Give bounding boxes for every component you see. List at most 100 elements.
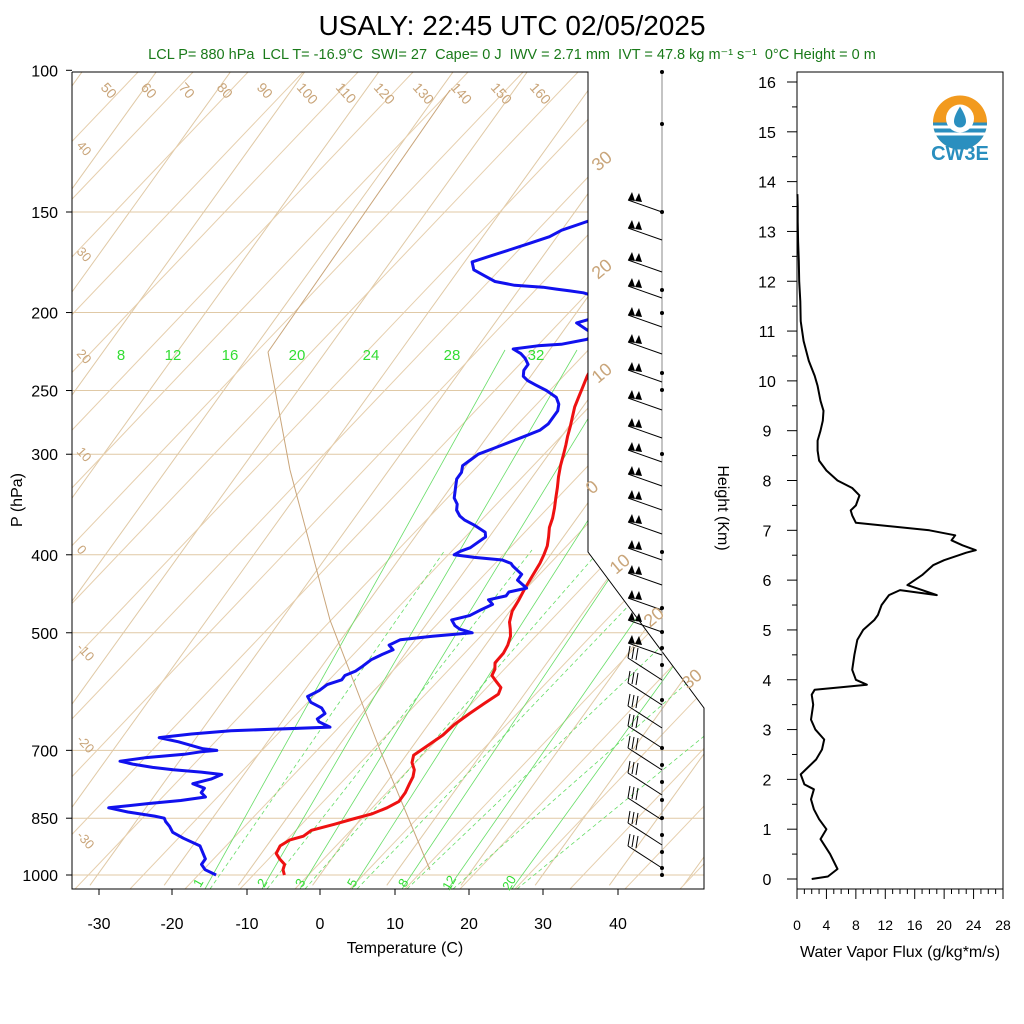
wind-barb-feather [635, 672, 639, 686]
height-tick-label: 2 [763, 772, 772, 789]
wind-barb-pennant [635, 541, 642, 550]
wind-barb-shaft [627, 797, 663, 821]
wind-barb [627, 278, 663, 299]
isotherm-label: 10 [74, 444, 95, 465]
wind-barb-pennant [635, 591, 642, 600]
flux-x-tick-label: 12 [877, 917, 893, 933]
wind-barb [627, 334, 663, 355]
wind-barb-pennant [628, 590, 635, 599]
moist-adiabat-line [516, 549, 704, 889]
wind-barb-shaft [627, 747, 663, 771]
wind-barb-shaft [627, 285, 663, 299]
wind-barb-feather [631, 761, 635, 775]
wind-barb-shaft [627, 369, 663, 383]
wind-barb-feather [635, 715, 639, 729]
y-tick-label: 700 [31, 743, 58, 760]
height-tick-label: 5 [763, 623, 772, 640]
wind-barb-feather [627, 645, 631, 659]
wind-level-dot [660, 288, 664, 292]
wind-barb-pennant [628, 612, 635, 621]
wind-barb [627, 833, 663, 869]
wind-barb [627, 514, 663, 535]
parcel-upper-line [267, 89, 451, 353]
parcel-path-line [267, 351, 431, 871]
isotherm-label: 50 [98, 79, 120, 101]
wind-barb-pennant [628, 362, 635, 371]
wind-barb [627, 810, 663, 846]
x-tick-label: 10 [386, 916, 404, 933]
mixing-ratio-line [447, 349, 704, 889]
height-tick-label: 10 [758, 374, 776, 391]
wind-barb-feather [627, 670, 631, 684]
mixing-ratio-line [299, 349, 631, 889]
x-tick-label: -10 [235, 916, 258, 933]
isotherm-line [72, 72, 529, 886]
x-tick-label: -20 [160, 916, 183, 933]
dry-adiabat-line [72, 72, 704, 889]
isotherm-line [683, 72, 704, 886]
wind-barb-pennant [635, 636, 642, 645]
isotherm-label: 130 [410, 79, 438, 107]
wind-barb [627, 490, 663, 511]
flux-x-tick-label: 28 [995, 917, 1011, 933]
x-tick-label: 40 [609, 916, 627, 933]
isotherm-label: 110 [333, 79, 360, 106]
y-tick-label: 850 [31, 811, 58, 828]
wind-barb [627, 565, 663, 586]
wind-barb [627, 362, 663, 383]
height-tick-label: 11 [759, 324, 776, 341]
dry-adiabat-line [72, 72, 704, 889]
wind-barb-pennant [628, 418, 635, 427]
wind-barb-pennant [635, 221, 642, 230]
wind-barb-pennant [628, 252, 635, 261]
water-vapor-flux-line [796, 194, 977, 880]
isotherm-label: 40 [74, 138, 95, 159]
wind-barb-feather [631, 714, 635, 728]
wind-barb-feather [627, 735, 631, 749]
adiabat-label: 20 [588, 255, 616, 283]
isotherm-line [72, 72, 603, 886]
mixing-ratio-line [261, 349, 578, 889]
wind-level-dot [660, 122, 664, 126]
height-tick-label: 1 [763, 822, 772, 839]
mixing-ratio-label: 16 [222, 347, 239, 364]
wind-barb-shaft [627, 642, 663, 656]
wind-barb [627, 670, 663, 706]
wind-barb [627, 466, 663, 487]
wind-barb-feather [631, 646, 635, 660]
isotherm-label: 80 [214, 79, 236, 101]
wind-barb-shaft [627, 822, 663, 846]
height-tick-label: 16 [758, 75, 776, 92]
wind-barb-pennant [635, 613, 642, 622]
isotherm-line [534, 72, 704, 886]
wind-barb [627, 693, 663, 729]
wind-barb-pennant [628, 220, 635, 229]
wind-level-dot [660, 452, 664, 456]
dry-adiabat-line [184, 72, 704, 889]
isotherm-label: 60 [138, 79, 160, 101]
isotherm-label: 140 [448, 79, 476, 107]
dry-adiabat-line [404, 72, 704, 889]
wind-barb [627, 252, 663, 273]
wind-barb-shaft [627, 259, 663, 273]
isotherm-label: -20 [74, 732, 98, 756]
wind-barb [627, 192, 663, 213]
wind-barb-pennant [628, 334, 635, 343]
x-axis-title: Temperature (C) [347, 940, 463, 957]
mixing-ratio-line [511, 349, 704, 889]
wind-barb-shaft [627, 397, 663, 411]
moist-adiabat-line [356, 549, 683, 889]
wind-barb-shaft [627, 705, 663, 729]
isotherm-label: 160 [527, 79, 555, 107]
wind-barb-shaft [627, 725, 663, 749]
dry-adiabat-line [514, 72, 704, 889]
flux-x-tick-label: 20 [936, 917, 952, 933]
cw3e-logo-icon [933, 95, 987, 150]
wind-level-dot [660, 798, 664, 802]
wind-level-dot [660, 550, 664, 554]
chart-subtitle: LCL P= 880 hPa LCL T= -16.9°C SWI= 27 Ca… [148, 47, 876, 63]
wind-barb-shaft [627, 521, 663, 535]
wind-barb-pennant [628, 565, 635, 574]
dry-adiabat-line [72, 72, 704, 889]
wind-barb [627, 442, 663, 463]
